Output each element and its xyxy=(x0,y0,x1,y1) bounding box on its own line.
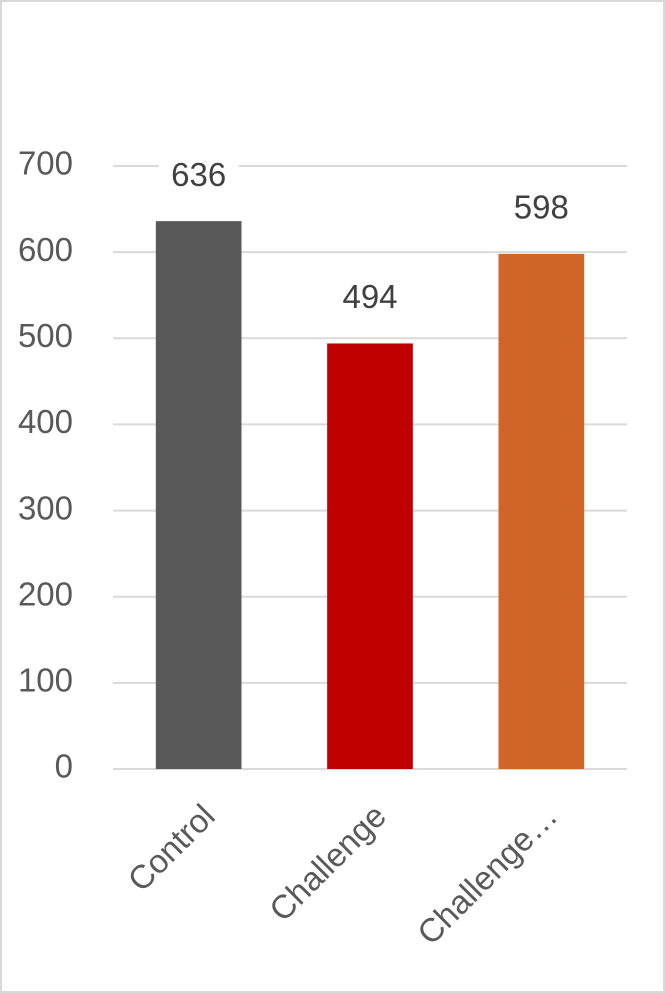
label-background xyxy=(501,189,582,230)
y-tick-label: 300 xyxy=(18,489,73,526)
y-tick-label: 600 xyxy=(18,231,73,268)
label-background xyxy=(158,157,239,198)
y-tick-label: 100 xyxy=(18,662,73,699)
y-tick-label: 500 xyxy=(18,317,73,354)
y-tick-label: 700 xyxy=(18,145,73,182)
bar xyxy=(327,343,413,769)
data-label: 636 xyxy=(171,156,226,193)
y-tick-label: 400 xyxy=(18,403,73,440)
data-label: 494 xyxy=(342,278,397,315)
label-background xyxy=(330,279,410,320)
bar xyxy=(498,253,585,769)
bar xyxy=(155,221,242,770)
data-label: 598 xyxy=(514,189,569,226)
y-tick-label: 0 xyxy=(55,748,73,785)
y-tick-label: 200 xyxy=(18,575,73,612)
